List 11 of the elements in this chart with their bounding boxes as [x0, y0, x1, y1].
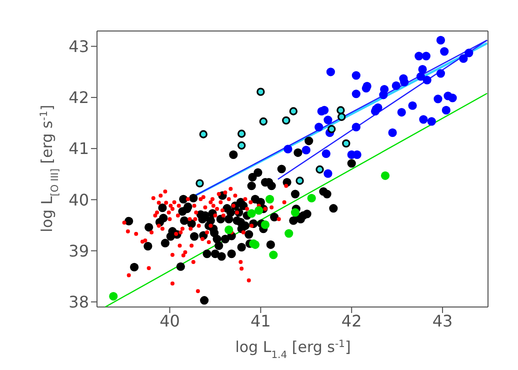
y-tick-label: 39 — [68, 241, 89, 260]
y-tick-label: 41 — [68, 139, 89, 158]
y-tick-label: 42 — [68, 88, 89, 108]
x-axis-title: log L$_{1.4}$ [erg s$^{-1}$] — [235, 338, 351, 360]
x-tick-label: 41 — [250, 311, 271, 330]
y-tick-label: 38 — [68, 292, 89, 312]
x-tick-label: 40 — [160, 311, 180, 330]
y-tick-label: 40 — [68, 190, 89, 210]
x-tick-label: 42 — [341, 311, 362, 330]
x-tick-label: 43 — [432, 311, 453, 330]
y-tick-label: 43 — [68, 37, 89, 56]
